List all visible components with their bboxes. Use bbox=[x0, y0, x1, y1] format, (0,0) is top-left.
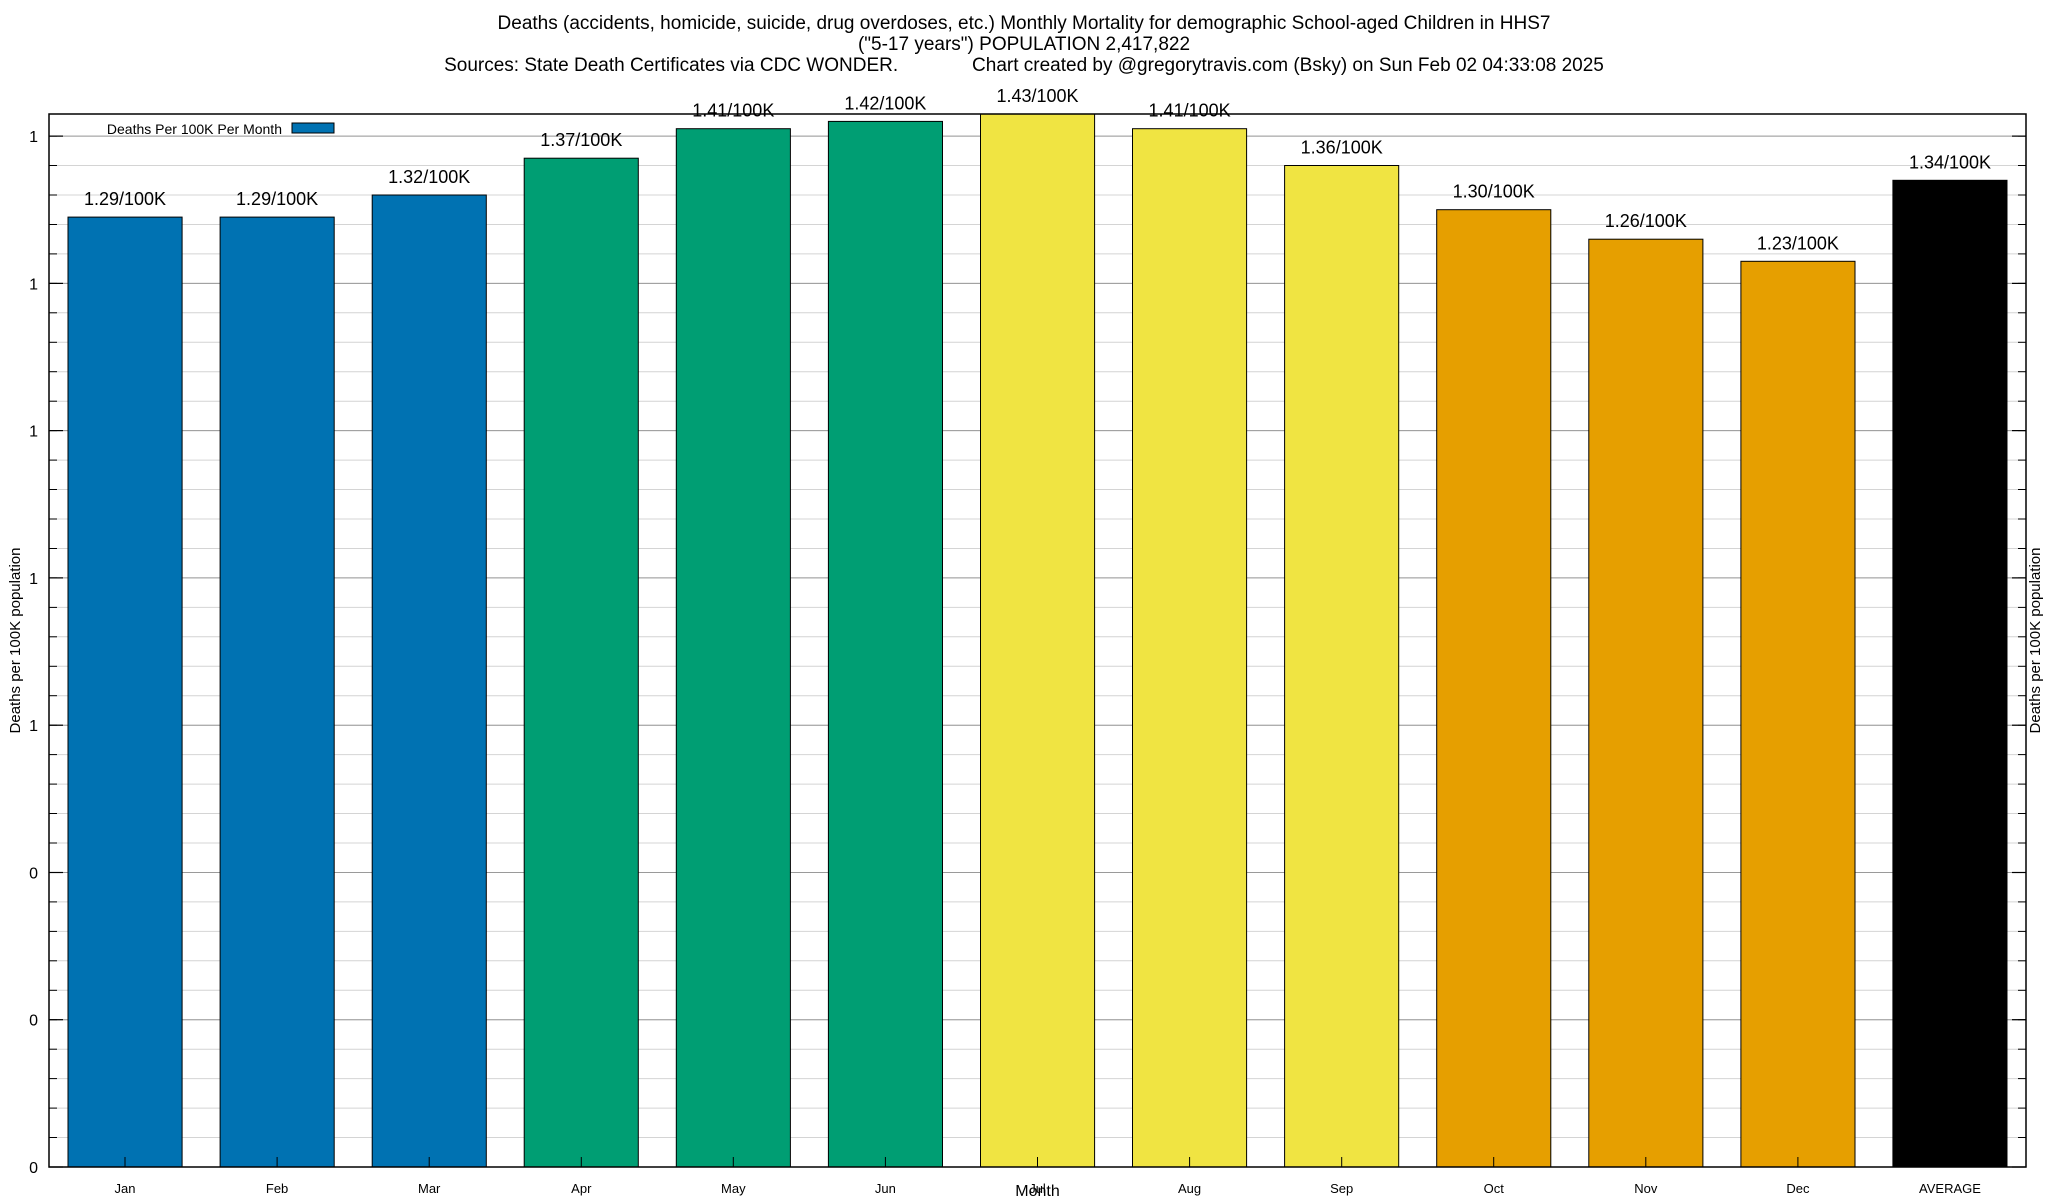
x-tick-label: Jul bbox=[1029, 1181, 1046, 1196]
data-label: 1.36/100K bbox=[1301, 138, 1383, 158]
x-tick-label: Apr bbox=[571, 1181, 592, 1196]
y-tick-label: 1 bbox=[29, 571, 38, 588]
x-tick-label: Nov bbox=[1634, 1181, 1658, 1196]
data-label: 1.41/100K bbox=[1149, 101, 1231, 121]
x-tick-label: Jun bbox=[875, 1181, 896, 1196]
data-labels: 1.29/100K Jan 1.29/100K Feb 1.32/100K Mar 1.37… bbox=[84, 86, 1991, 1196]
y-tick-label: 0 bbox=[29, 866, 38, 883]
y-tick-label: 1 bbox=[29, 718, 38, 735]
x-axis-label: Month bbox=[1015, 1183, 1059, 1200]
data-label: 1.26/100K bbox=[1605, 211, 1687, 231]
y-tick-label: 0 bbox=[29, 1013, 38, 1030]
bar-sep bbox=[1284, 165, 1400, 1168]
x-tick-label: Oct bbox=[1484, 1181, 1505, 1196]
bar-oct bbox=[1436, 209, 1552, 1168]
bar-jan bbox=[67, 216, 183, 1168]
legend-label: Deaths Per 100K Per Month bbox=[107, 121, 282, 137]
bars bbox=[67, 113, 2008, 1168]
y-tick-label: 0 bbox=[29, 1160, 38, 1177]
bar-mar bbox=[371, 194, 487, 1168]
axis-ticks: 0 0 0 1 1 1 1 1 bbox=[29, 129, 2026, 1177]
bar-nov bbox=[1588, 238, 1704, 1168]
data-label: 1.29/100K bbox=[236, 189, 318, 209]
x-tick-label: May bbox=[721, 1181, 746, 1196]
data-label: 1.34/100K bbox=[1909, 152, 1991, 172]
x-tick-label: Mar bbox=[418, 1181, 441, 1196]
x-tick-label: Aug bbox=[1178, 1181, 1201, 1196]
chart-subtitle: ("5-17 years") POPULATION 2,417,822 bbox=[857, 34, 1191, 55]
bar-dec bbox=[1740, 260, 1856, 1168]
bar-aug bbox=[1132, 128, 1248, 1168]
chart-source-line: Sources: State Death Certificates via CD… bbox=[444, 55, 1604, 76]
data-label: 1.23/100K bbox=[1757, 233, 1839, 253]
bar-jul bbox=[980, 113, 1096, 1168]
data-label: 1.41/100K bbox=[692, 101, 774, 121]
bar-average bbox=[1892, 179, 2008, 1168]
data-label: 1.37/100K bbox=[540, 130, 622, 150]
y-tick-label: 1 bbox=[29, 276, 38, 293]
bar-feb bbox=[219, 216, 335, 1168]
x-tick-label: Sep bbox=[1330, 1181, 1353, 1196]
data-label: 1.30/100K bbox=[1453, 182, 1535, 202]
legend-swatch bbox=[291, 122, 335, 134]
data-label: 1.43/100K bbox=[996, 86, 1078, 106]
data-label: 1.29/100K bbox=[84, 189, 166, 209]
x-tick-label: Dec bbox=[1786, 1181, 1810, 1196]
bar-may bbox=[675, 128, 791, 1168]
y-axis-label: Deaths per 100K population bbox=[7, 548, 24, 734]
data-label: 1.32/100K bbox=[388, 167, 470, 187]
data-label: 1.42/100K bbox=[844, 93, 926, 113]
y2-axis-label: Deaths per 100K population bbox=[2027, 548, 2044, 734]
chart-title: Deaths (accidents, homicide, suicide, dr… bbox=[497, 13, 1551, 34]
x-tick-label: Jan bbox=[115, 1181, 136, 1196]
x-tick-label: AVERAGE bbox=[1919, 1181, 1981, 1196]
legend: Deaths Per 100K Per Month bbox=[107, 121, 335, 137]
bar-jun bbox=[827, 120, 944, 1168]
y-tick-label: 1 bbox=[29, 129, 38, 146]
bar-apr bbox=[523, 157, 639, 1168]
x-tick-label: Feb bbox=[266, 1181, 288, 1196]
y-tick-label: 1 bbox=[29, 424, 38, 441]
